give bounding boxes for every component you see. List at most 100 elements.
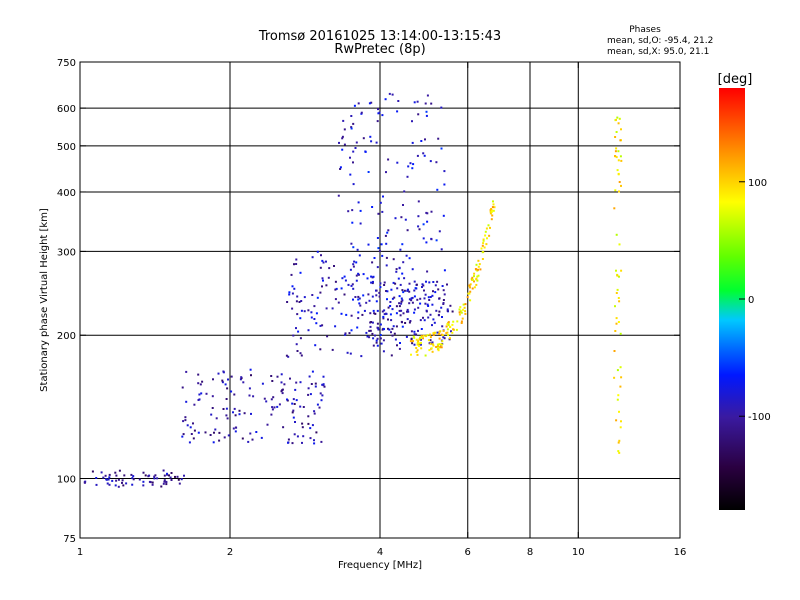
data-point [492,200,494,203]
data-point [620,184,622,187]
data-point [292,398,295,401]
y-tick-label: 100 [57,475,76,486]
data-point [419,302,422,305]
data-point [205,392,208,395]
data-point [415,347,418,349]
data-point [412,163,415,166]
data-point [376,344,379,347]
data-point [295,399,298,402]
data-point [373,312,376,315]
data-point [415,338,418,341]
data-point [358,254,361,257]
y-tick-label: 200 [57,331,76,342]
data-point [459,310,462,313]
data-point [390,331,392,334]
data-point [388,328,391,331]
data-point [334,298,337,301]
data-point [619,139,622,142]
data-point [615,118,617,121]
data-point [296,313,299,316]
data-point [322,383,325,386]
data-point [142,480,145,483]
data-point [287,441,289,444]
data-point [411,268,414,271]
data-point [480,247,483,250]
data-point [462,303,465,306]
data-point [422,152,425,155]
data-point [123,474,126,477]
data-point [451,331,454,334]
data-point [265,400,268,403]
data-point [177,478,180,481]
data-point [276,375,279,378]
data-point [440,147,443,150]
data-point [440,343,443,346]
colorbar-ticks: 100 0 -100 [739,178,771,423]
data-point [471,276,474,279]
data-point [281,388,284,391]
data-point [371,261,374,264]
data-point [426,334,429,337]
data-point [378,295,381,298]
data-point [415,283,418,286]
data-point [382,317,385,320]
data-point [198,393,201,396]
data-point [105,478,108,481]
data-point [294,421,296,423]
data-point [436,331,439,334]
data-point [416,298,419,301]
y-tick-label: 300 [57,247,76,258]
data-point [310,316,313,319]
data-point [108,483,111,486]
data-point [449,304,452,307]
data-point [347,283,350,286]
data-point [367,171,370,173]
data-point [616,369,619,372]
data-point [311,424,314,427]
data-point [182,433,185,436]
data-point [402,291,405,294]
data-point [149,481,152,484]
data-point [341,148,344,151]
data-point [390,354,393,357]
data-point [464,303,467,306]
data-point [372,309,375,312]
data-point [327,276,330,279]
data-point [117,485,120,488]
data-point [366,335,369,338]
data-point [379,334,382,336]
data-point [310,383,313,385]
data-point [417,329,419,332]
data-point [442,214,445,217]
data-point [121,481,123,484]
data-point [352,287,355,290]
data-point [410,337,413,340]
data-point [431,350,434,353]
data-point [192,437,195,440]
data-point [473,272,476,275]
data-point [618,275,620,278]
data-point [386,231,389,234]
data-point [460,322,463,324]
data-point [469,290,472,293]
data-point [351,221,354,224]
data-point [104,474,107,477]
data-point [376,337,379,340]
data-point [413,101,416,104]
data-point [301,441,303,444]
data-point [437,349,440,352]
data-point [415,351,418,353]
data-point [614,136,617,138]
data-point [426,94,429,97]
data-point [340,312,343,315]
data-point [410,353,412,356]
data-point [375,294,378,297]
data-point [434,284,437,287]
data-point [489,226,491,229]
data-point [474,268,477,270]
data-point [404,322,407,324]
data-point [490,218,493,221]
data-point [401,299,404,302]
data-point [459,306,462,309]
data-point [342,119,345,122]
